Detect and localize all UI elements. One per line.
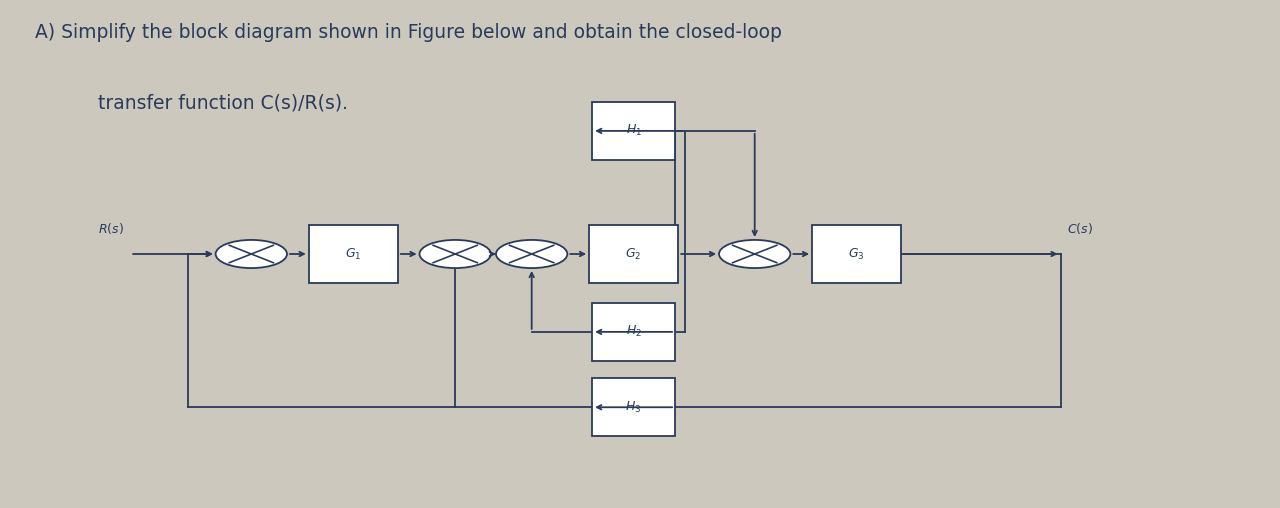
Bar	[593, 378, 675, 436]
Text: $H_2$: $H_2$	[626, 324, 641, 339]
Text: $H_3$: $H_3$	[626, 400, 641, 415]
Text: $G_3$: $G_3$	[849, 246, 865, 262]
Circle shape	[420, 240, 492, 268]
Text: $C(s)$: $C(s)$	[1068, 221, 1093, 236]
Bar	[589, 225, 678, 283]
Circle shape	[495, 240, 567, 268]
Text: $G_1$: $G_1$	[346, 246, 361, 262]
Text: $H_1$: $H_1$	[626, 123, 641, 139]
Bar	[812, 225, 901, 283]
Text: $R(s)$: $R(s)$	[99, 221, 124, 236]
Text: transfer function C(s)/R(s).: transfer function C(s)/R(s).	[99, 93, 348, 112]
Bar	[593, 102, 675, 160]
Text: A) Simplify the block diagram shown in Figure below and obtain the closed-loop: A) Simplify the block diagram shown in F…	[35, 23, 782, 42]
Text: $G_2$: $G_2$	[626, 246, 641, 262]
Circle shape	[719, 240, 790, 268]
Bar	[593, 303, 675, 361]
Circle shape	[215, 240, 287, 268]
Bar	[308, 225, 398, 283]
